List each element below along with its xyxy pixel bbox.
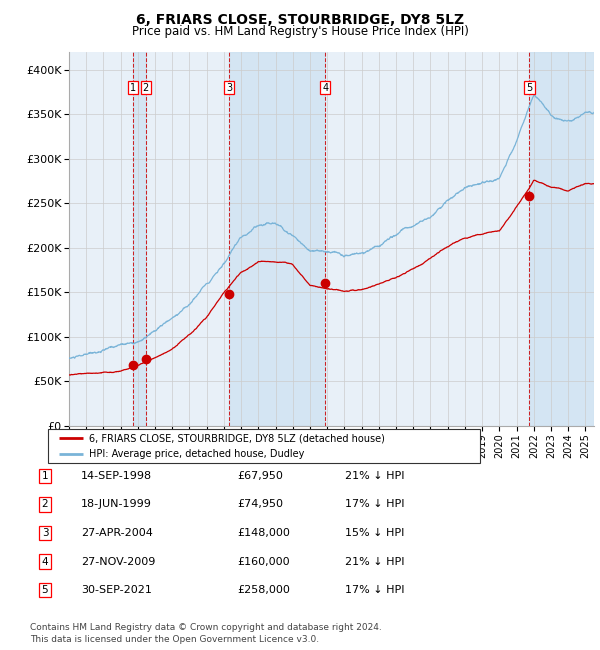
Text: Contains HM Land Registry data © Crown copyright and database right 2024.: Contains HM Land Registry data © Crown c… <box>30 623 382 632</box>
Bar <box>229 52 325 426</box>
Text: 17% ↓ HPI: 17% ↓ HPI <box>345 585 404 595</box>
Text: £258,000: £258,000 <box>237 585 290 595</box>
Text: 5: 5 <box>526 83 533 92</box>
Text: 1: 1 <box>41 471 49 481</box>
Text: 21% ↓ HPI: 21% ↓ HPI <box>345 471 404 481</box>
Text: 21% ↓ HPI: 21% ↓ HPI <box>345 556 404 567</box>
Text: 15% ↓ HPI: 15% ↓ HPI <box>345 528 404 538</box>
Text: 4: 4 <box>322 83 329 92</box>
Bar <box>529 52 594 426</box>
Text: 18-JUN-1999: 18-JUN-1999 <box>81 499 152 510</box>
Text: 5: 5 <box>41 585 49 595</box>
Text: 4: 4 <box>41 556 49 567</box>
Text: £148,000: £148,000 <box>237 528 290 538</box>
Text: 6, FRIARS CLOSE, STOURBRIDGE, DY8 5LZ (detached house): 6, FRIARS CLOSE, STOURBRIDGE, DY8 5LZ (d… <box>89 433 385 443</box>
Text: £74,950: £74,950 <box>237 499 283 510</box>
Text: This data is licensed under the Open Government Licence v3.0.: This data is licensed under the Open Gov… <box>30 634 319 644</box>
Text: £160,000: £160,000 <box>237 556 290 567</box>
Text: Price paid vs. HM Land Registry's House Price Index (HPI): Price paid vs. HM Land Registry's House … <box>131 25 469 38</box>
Text: 14-SEP-1998: 14-SEP-1998 <box>81 471 152 481</box>
Text: HPI: Average price, detached house, Dudley: HPI: Average price, detached house, Dudl… <box>89 448 304 459</box>
Text: 27-NOV-2009: 27-NOV-2009 <box>81 556 155 567</box>
Text: 30-SEP-2021: 30-SEP-2021 <box>81 585 152 595</box>
Text: 3: 3 <box>41 528 49 538</box>
Text: 3: 3 <box>226 83 232 92</box>
Text: 2: 2 <box>143 83 149 92</box>
Text: £67,950: £67,950 <box>237 471 283 481</box>
Text: 2: 2 <box>41 499 49 510</box>
Bar <box>133 52 146 426</box>
Text: 17% ↓ HPI: 17% ↓ HPI <box>345 499 404 510</box>
FancyBboxPatch shape <box>48 429 480 463</box>
Text: 6, FRIARS CLOSE, STOURBRIDGE, DY8 5LZ: 6, FRIARS CLOSE, STOURBRIDGE, DY8 5LZ <box>136 13 464 27</box>
Text: 1: 1 <box>130 83 136 92</box>
Text: 27-APR-2004: 27-APR-2004 <box>81 528 153 538</box>
